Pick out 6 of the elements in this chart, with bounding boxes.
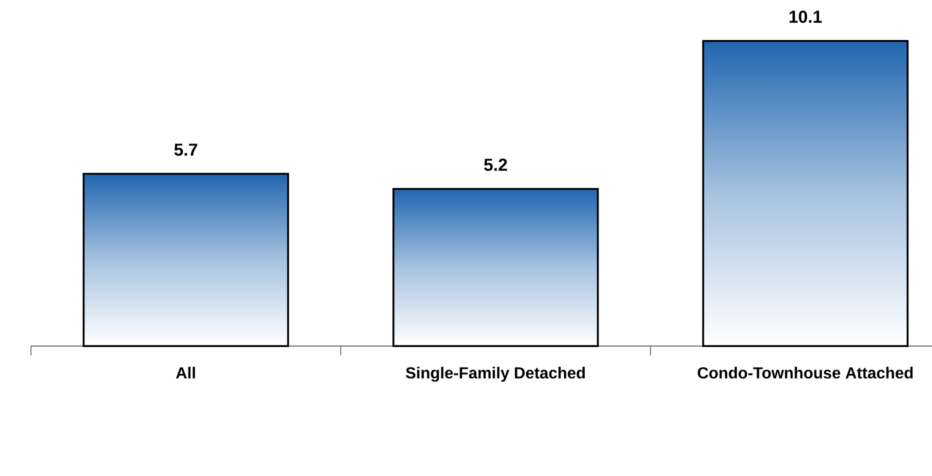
- x-tick-label: Single-Family Detached: [406, 366, 585, 382]
- data-label: 5.2: [484, 158, 507, 171]
- data-label: 5.7: [174, 144, 198, 156]
- x-tick-label: All: [176, 366, 195, 378]
- data-label: 10.1: [790, 10, 822, 23]
- x-tick-label: Condo-Townhouse Attached: [698, 366, 913, 379]
